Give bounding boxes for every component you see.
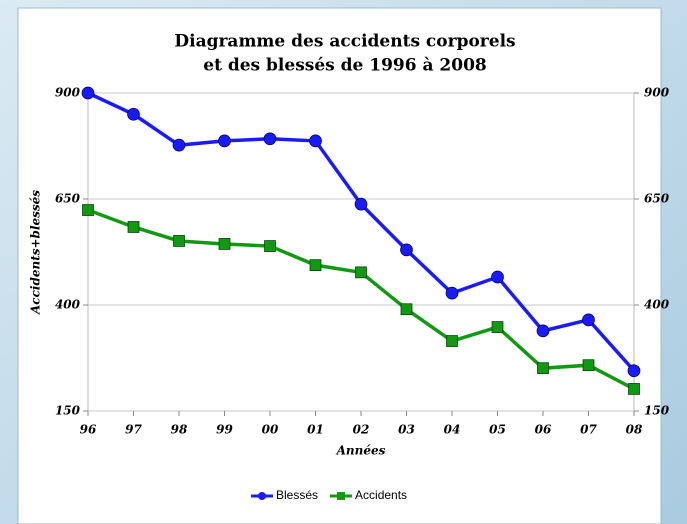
- point: [582, 313, 595, 327]
- point: [218, 238, 231, 250]
- legend-label: Accidents: [355, 488, 407, 502]
- point: [628, 383, 640, 395]
- point: [400, 303, 413, 316]
- x-axis-label: Années: [336, 444, 386, 458]
- x-tick-label: 98: [171, 423, 188, 437]
- y-tick-label: 400: [55, 298, 81, 312]
- legend-marker: [337, 492, 346, 500]
- legend-label: Blessés: [276, 488, 318, 502]
- x-tick-label: 05: [489, 423, 506, 437]
- y2-tick-label: 650: [644, 192, 670, 206]
- point: [218, 134, 231, 148]
- x-tick-label: 02: [353, 423, 370, 437]
- point: [127, 221, 140, 233]
- x-tick-label: 00: [262, 423, 279, 437]
- point: [536, 324, 550, 338]
- chart-subtitle: et des blessés de 1996 à 2008: [203, 56, 487, 76]
- point: [582, 359, 595, 372]
- point: [445, 286, 459, 300]
- point: [354, 197, 368, 211]
- point: [263, 132, 277, 146]
- y2-tick-label: 900: [644, 86, 670, 100]
- y2-tick-label: 150: [644, 404, 670, 418]
- y-tick-label: 900: [55, 86, 81, 100]
- point: [491, 270, 504, 284]
- y-axis-label: Accidents+blessés: [29, 190, 43, 315]
- chart-title: Diagramme des accidents corporels: [174, 32, 515, 52]
- point: [309, 259, 322, 271]
- point: [627, 364, 641, 378]
- point: [309, 134, 322, 148]
- point: [446, 335, 458, 347]
- point: [537, 362, 549, 375]
- x-tick-label: 96: [80, 423, 97, 437]
- point: [82, 204, 94, 216]
- point: [81, 86, 95, 100]
- point: [173, 235, 185, 247]
- point: [127, 107, 140, 121]
- x-tick-label: 03: [398, 423, 415, 437]
- x-tick-label: 06: [535, 423, 552, 437]
- x-tick-label: 97: [125, 423, 142, 437]
- y-tick-label: 150: [55, 404, 81, 418]
- y2-tick-label: 400: [644, 298, 670, 312]
- x-tick-label: 99: [216, 423, 233, 437]
- x-tick-label: 01: [307, 423, 324, 437]
- legend-marker: [258, 492, 266, 500]
- x-tick-label: 07: [580, 423, 597, 437]
- y-tick-label: 650: [55, 192, 81, 206]
- point: [491, 321, 504, 333]
- point: [400, 243, 413, 257]
- point: [172, 138, 186, 152]
- point: [264, 240, 276, 252]
- point: [355, 266, 367, 279]
- x-tick-label: 08: [626, 423, 643, 437]
- panel: [17, 7, 662, 524]
- x-tick-label: 04: [444, 423, 461, 437]
